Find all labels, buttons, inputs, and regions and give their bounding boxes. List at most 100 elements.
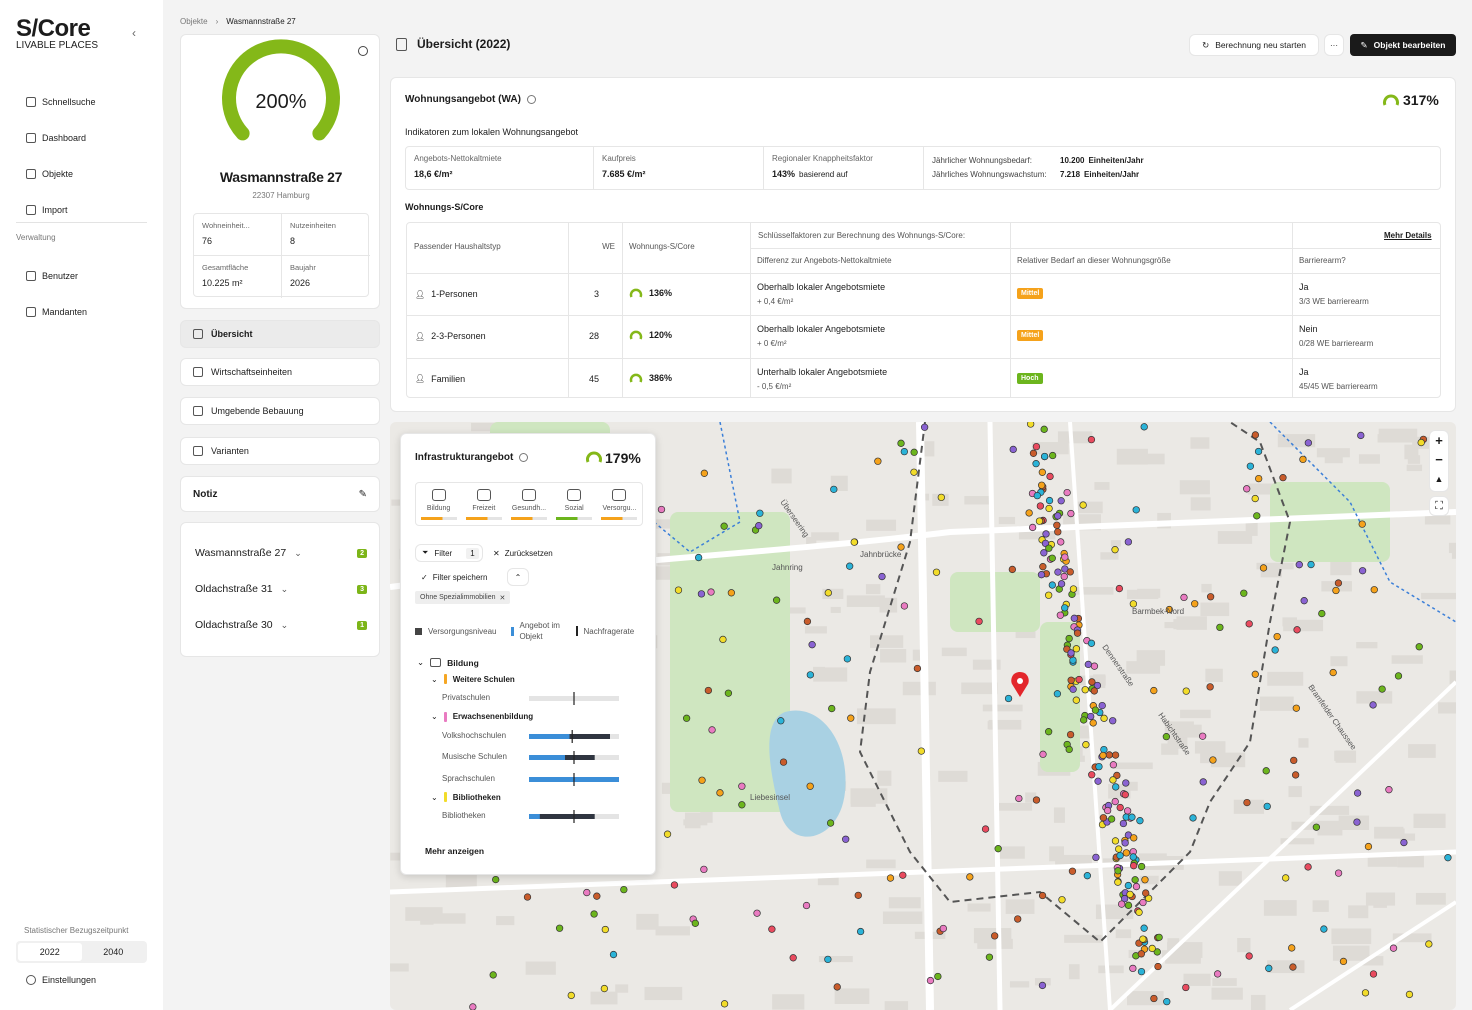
filter-button[interactable]: ⏷Filter1 (415, 544, 483, 562)
subgroup-row[interactable]: ⌄Weitere Schulen (431, 674, 515, 684)
poi (695, 554, 702, 561)
zoom-out[interactable]: − (1430, 452, 1448, 467)
score: 200% (181, 91, 381, 114)
poi (1264, 803, 1271, 810)
category-label: Gesundh... (512, 505, 546, 512)
category[interactable]: Bildung (416, 483, 461, 525)
info-icon[interactable] (359, 47, 368, 56)
subgroup-row[interactable]: ⌄Bibliotheken (431, 792, 501, 802)
poi (754, 910, 761, 917)
poi (1039, 469, 1046, 476)
poi (1138, 951, 1145, 958)
info-icon[interactable] (519, 453, 528, 462)
poi (899, 872, 906, 879)
poi (1068, 650, 1075, 657)
barrier-detail: 0/28 WE barrierearm (1299, 339, 1373, 348)
settings[interactable]: Einstellungen (26, 975, 96, 985)
nav-item[interactable]: Schnellsuche (26, 84, 146, 120)
building (866, 520, 896, 531)
nav-item[interactable]: Objekte (26, 156, 146, 192)
poi (1263, 768, 1270, 775)
building (883, 911, 922, 923)
poi (1130, 835, 1137, 842)
icon: ⏷ (422, 548, 428, 558)
chip-remove[interactable]: ✕ (499, 594, 505, 602)
recalc-button[interactable]: ↻Berechnung neu starten (1189, 34, 1319, 56)
compass[interactable]: ▲ (1430, 474, 1448, 484)
poi (844, 656, 851, 663)
related-item[interactable]: Wasmannstraße 27⌄2 (195, 547, 367, 559)
nav-item[interactable]: Mandanten (26, 294, 146, 330)
building (1421, 593, 1456, 599)
indicator-row: 7.685 €/m² (602, 169, 755, 179)
filter-chip[interactable]: Ohne Spezialimmobilien✕ (415, 591, 510, 604)
building (1115, 763, 1153, 770)
icon (26, 271, 36, 281)
period-option[interactable]: 2040 (82, 943, 146, 961)
related-item[interactable]: Oldachstraße 31⌄3 (195, 583, 367, 595)
more-link[interactable]: Mehr anzeigen (425, 846, 484, 856)
score-cell: 136% (629, 287, 672, 299)
nav-item[interactable]: Benutzer (26, 258, 146, 294)
related-name: Oldachstraße 31 (195, 583, 273, 595)
nav-item[interactable]: Dashboard (26, 120, 146, 156)
tab-label: Varianten (211, 446, 249, 456)
building (1267, 672, 1303, 686)
save-filter[interactable]: ✓Filter speichern (421, 568, 487, 586)
icon (26, 975, 36, 985)
poi (1071, 615, 1078, 622)
poi (1087, 713, 1094, 720)
icon: 👤︎ (415, 374, 425, 383)
poi (721, 1001, 728, 1008)
related-item[interactable]: Oldachstraße 30⌄1 (195, 619, 367, 631)
poi (914, 665, 921, 672)
building (1260, 697, 1294, 711)
poi (701, 470, 708, 477)
building (1069, 964, 1080, 979)
building (700, 811, 712, 823)
poi (1091, 688, 1098, 695)
indicator: Regionaler Knappheitsfaktor143%basierend… (764, 147, 924, 189)
poi (940, 925, 947, 932)
collapse[interactable]: ‹ (132, 26, 136, 40)
poi (1046, 497, 1053, 504)
edit-button[interactable]: ✎Objekt bearbeiten (1350, 34, 1456, 56)
note-card[interactable]: Notiz✎ (180, 476, 380, 512)
zoom-in[interactable]: + (1430, 433, 1448, 448)
poi (610, 951, 617, 958)
category[interactable]: Freizeit (461, 483, 506, 525)
info-icon[interactable] (527, 95, 536, 104)
reset-button[interactable]: ✕Zurücksetzen (493, 544, 553, 562)
poi (855, 892, 862, 899)
fullscreen[interactable]: ⛶ (1429, 496, 1449, 516)
tab[interactable]: Umgebende Bebauung (180, 397, 380, 425)
tab[interactable]: Wirtschaftseinheiten (180, 358, 380, 386)
barrier-detail: 3/3 WE barrierearm (1299, 297, 1369, 306)
poi (1058, 581, 1065, 588)
poi (1163, 733, 1170, 740)
fact-label: Baujahr (290, 263, 362, 272)
more-button[interactable]: ··· (1324, 34, 1344, 56)
group-row[interactable]: ⌄Bildung (417, 657, 479, 668)
crumb[interactable]: Objekte (180, 17, 208, 26)
poi (1101, 746, 1108, 753)
fact-value: 76 (202, 236, 273, 246)
poi (1122, 840, 1129, 847)
category[interactable]: Sozial (552, 483, 597, 525)
poi (1362, 990, 1369, 997)
more-details[interactable]: Mehr Details (1384, 231, 1432, 240)
category[interactable]: Versorgu... (597, 483, 642, 525)
poi (1240, 590, 1247, 597)
poi (1122, 791, 1129, 798)
collapse-button[interactable]: ⌃ (507, 568, 529, 586)
score-cell: 386% (629, 372, 672, 384)
building (1100, 552, 1118, 559)
poi (921, 424, 928, 431)
category[interactable]: Gesundh... (506, 483, 551, 525)
subgroup-row[interactable]: ⌄Erwachsenenbildung (431, 712, 533, 722)
tab[interactable]: Varianten (180, 437, 380, 465)
period-option[interactable]: 2022 (18, 943, 82, 961)
related-count: 1 (357, 621, 367, 630)
poi (1243, 486, 1250, 493)
tab[interactable]: Übersicht (180, 320, 380, 348)
